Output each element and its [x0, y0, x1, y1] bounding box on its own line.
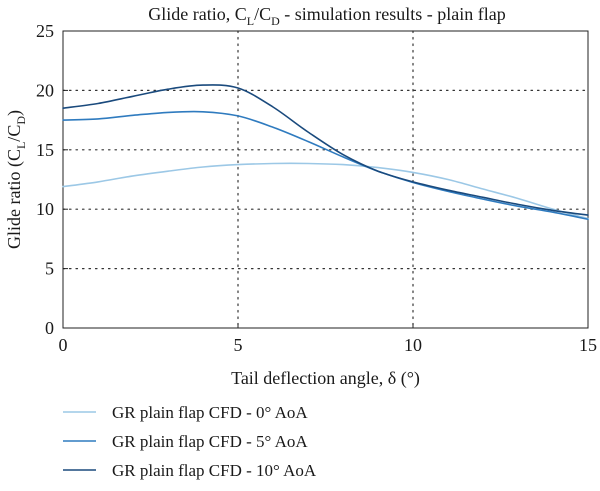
grid: [62, 30, 589, 329]
y-tick-label: 10: [36, 199, 54, 219]
x-tick-label: 0: [59, 335, 68, 355]
x-axis-label: Tail deflection angle, δ (°): [231, 368, 420, 389]
ylabel-part: Glide ratio (C: [4, 149, 25, 249]
x-tick-label: 10: [404, 335, 422, 355]
x-tick-label: 5: [234, 335, 243, 355]
x-tick-label: 15: [579, 335, 597, 355]
series-line-0: [62, 162, 589, 220]
ylabel-part: ): [4, 110, 25, 116]
ylabel-part: /C: [4, 125, 24, 142]
series-line-1: [62, 110, 589, 221]
title-part: Glide ratio, C: [148, 4, 246, 24]
title-part: D: [271, 14, 280, 28]
y-tick-label: 0: [45, 318, 54, 338]
y-axis-ticks: 0 5 10 15 20 25: [36, 21, 68, 338]
y-tick-label: 5: [45, 259, 54, 279]
title-part: - simulation results - plain flap: [280, 4, 506, 24]
title-part: L: [247, 14, 254, 28]
y-axis-label: Glide ratio (CL/CD): [4, 110, 28, 249]
y-tick-label: 20: [36, 80, 54, 100]
legend-label-0: GR plain flap CFD - 0° AoA: [112, 403, 308, 422]
legend-label-1: GR plain flap CFD - 5° AoA: [112, 432, 308, 451]
series-line-2: [62, 84, 589, 216]
legend: GR plain flap CFD - 0° AoA GR plain flap …: [63, 403, 317, 480]
x-axis-ticks: 0 5 10 15: [59, 323, 597, 355]
ylabel-part: D: [14, 116, 28, 125]
ylabel-part: L: [14, 142, 28, 149]
series-layer: [62, 84, 589, 221]
plot-frame: [62, 30, 589, 329]
chart-title: Glide ratio, CL/CD - simulation results …: [148, 4, 505, 28]
legend-label-2: GR plain flap CFD - 10° AoA: [112, 461, 317, 480]
y-tick-label: 15: [36, 140, 54, 160]
y-tick-label: 25: [36, 21, 54, 41]
title-part: /C: [254, 4, 271, 24]
